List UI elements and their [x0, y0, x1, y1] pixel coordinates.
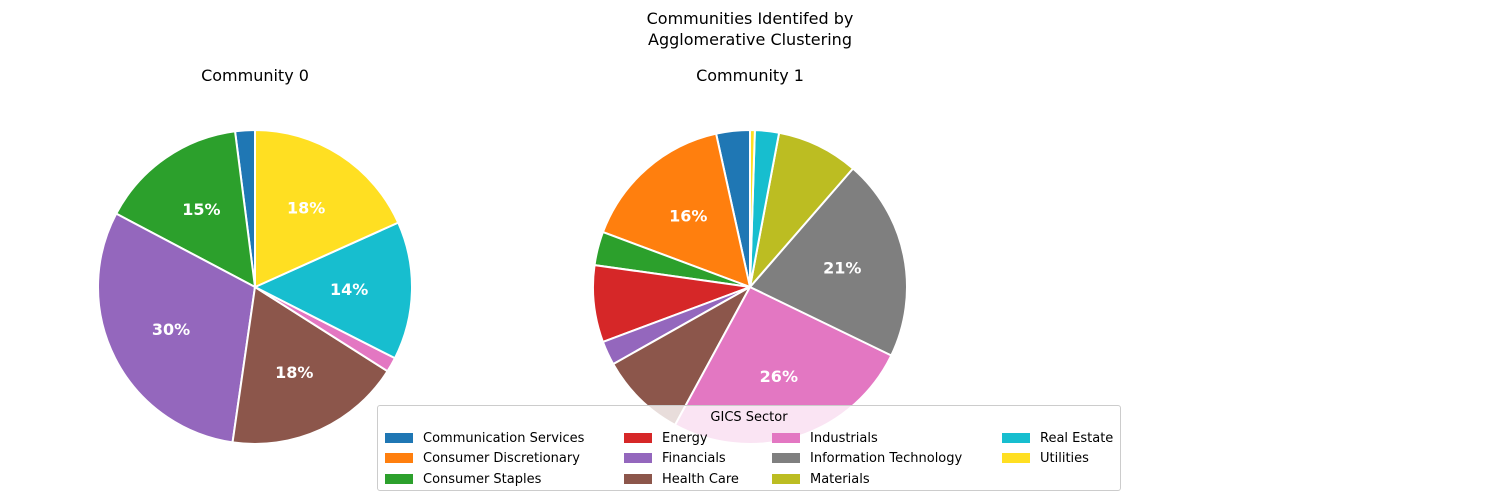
legend-item-materials: Materials	[772, 471, 870, 489]
legend-swatch	[385, 432, 413, 443]
pie-slice-label-health-care: 18%	[275, 363, 313, 382]
legend-title: GICS Sector	[710, 410, 788, 425]
pie-community-0: 15% 30% 18% 14% 18%	[97, 129, 413, 445]
legend-swatch	[772, 452, 800, 463]
legend-label: Communication Services	[423, 431, 585, 446]
pie-slice-label-industrials: 26%	[760, 367, 798, 386]
legend-item-energy: Energy	[624, 430, 708, 448]
pie-slice-utilities	[254, 129, 400, 288]
pie-slice-real-estate	[254, 221, 413, 360]
pie-slice-utilities	[749, 129, 756, 288]
pie-slice-health-care	[231, 286, 389, 445]
legend-swatch	[772, 473, 800, 484]
legend-label: Industrials	[810, 431, 878, 446]
legend-label: Financials	[662, 451, 726, 466]
pie-slice-label-consumer-discretionary: 16%	[669, 206, 707, 225]
legend-swatch	[1002, 432, 1030, 443]
pie-slice-information-technology	[749, 167, 908, 357]
legend-label: Health Care	[662, 472, 739, 487]
legend-swatch	[1002, 452, 1030, 463]
legend-item-financials: Financials	[624, 450, 726, 468]
legend-item-health-care: Health Care	[624, 471, 739, 489]
legend-swatch	[772, 432, 800, 443]
legend-label: Consumer Discretionary	[423, 451, 580, 466]
figure-title-line-2: Agglomerative Clustering	[648, 30, 852, 49]
legend-swatch	[385, 473, 413, 484]
legend-swatch	[624, 473, 652, 484]
legend-label: Information Technology	[810, 451, 963, 466]
figure-title-line-1: Communities Identifed by	[646, 9, 854, 28]
pie-title-community-1: Community 1	[696, 66, 804, 85]
legend-swatch	[624, 432, 652, 443]
pie-slice-label-financials: 30%	[152, 320, 190, 339]
legend-item-communication-services: Communication Services	[385, 430, 584, 448]
pie-slice-consumer-discretionary	[601, 132, 751, 288]
pie-slice-financials	[97, 212, 256, 444]
pie-slice-label-utilities: 18%	[287, 198, 325, 217]
pie-slice-label-real-estate: 14%	[330, 280, 368, 299]
legend: GICS Sector Communication Services Consum…	[377, 405, 1121, 491]
pie-title-community-0: Community 0	[201, 66, 309, 85]
pie-slice-label-consumer-staples: 15%	[182, 200, 220, 219]
legend-item-real-estate: Real Estate	[1002, 430, 1113, 448]
legend-item-information-technology: Information Technology	[772, 450, 962, 468]
figure-title: Communities Identifed by Agglomerative C…	[0, 8, 1500, 50]
legend-label: Energy	[662, 431, 708, 446]
legend-label: Materials	[810, 472, 870, 487]
legend-label: Real Estate	[1040, 431, 1114, 446]
legend-item-consumer-discretionary: Consumer Discretionary	[385, 450, 580, 468]
legend-swatch	[624, 452, 652, 463]
legend-item-utilities: Utilities	[1002, 450, 1089, 468]
legend-swatch	[385, 452, 413, 463]
legend-label: Utilities	[1040, 451, 1089, 466]
pie-community-1: 16% 26% 21%	[592, 129, 908, 445]
legend-label: Consumer Staples	[423, 472, 542, 487]
pie-slice-label-information-technology: 21%	[823, 259, 861, 278]
pie-slice-consumer-staples	[115, 130, 256, 288]
legend-item-consumer-staples: Consumer Staples	[385, 471, 541, 489]
legend-item-industrials: Industrials	[772, 430, 878, 448]
